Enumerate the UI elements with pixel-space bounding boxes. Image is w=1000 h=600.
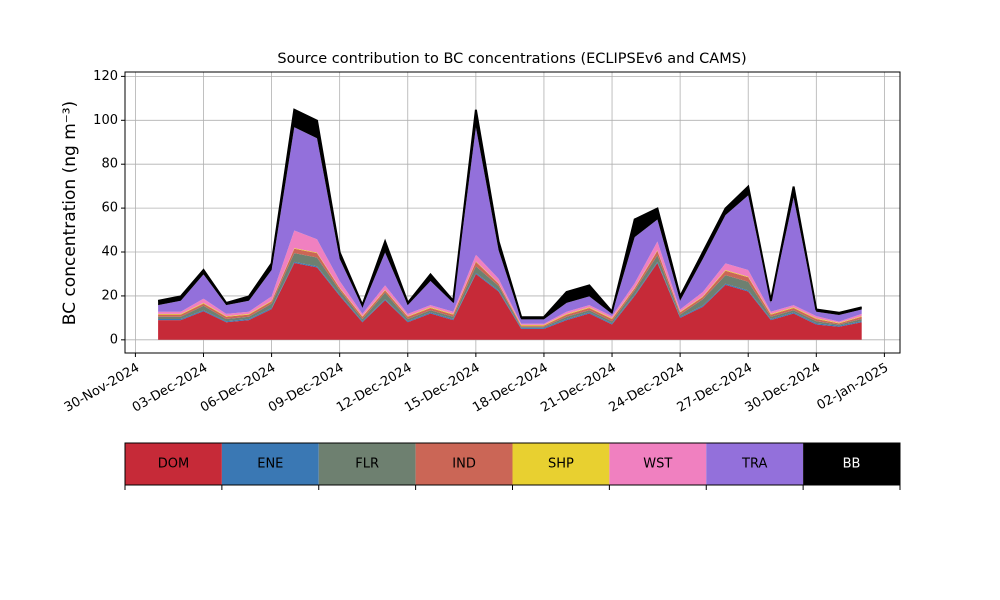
- legend-label: DOM: [158, 457, 189, 472]
- legend: DOM ENE FLR IND SHP WST TRA BB: [124, 442, 901, 490]
- y-tick-label: 80: [101, 157, 118, 172]
- y-tick-label: 60: [101, 201, 118, 216]
- legend-label: ENE: [257, 457, 283, 472]
- legend-label: BB: [843, 457, 861, 472]
- y-tick-label: 20: [101, 288, 118, 303]
- plot-frame: [124, 71, 901, 354]
- legend-swatch: [125, 443, 222, 485]
- legend-frame: [124, 442, 901, 486]
- y-tick-label: 40: [101, 245, 118, 260]
- legend-swatch: [221, 443, 319, 485]
- area: [158, 253, 862, 328]
- top-outline: [157, 108, 862, 319]
- legend-swatch: [415, 443, 513, 485]
- legend-label: WST: [643, 457, 672, 472]
- legend-swatch: [706, 443, 804, 485]
- y-tick-label: 120: [93, 69, 118, 84]
- legend-label: TRA: [741, 457, 767, 472]
- legend-swatch: [803, 443, 900, 485]
- legend-label: IND: [452, 457, 476, 472]
- chart-title: Source contribution to BC concentrations…: [277, 51, 746, 67]
- area: [158, 127, 862, 324]
- y-tick-label: 100: [93, 113, 118, 128]
- areas: [157, 108, 862, 340]
- legend-label: FLR: [355, 457, 379, 472]
- legend-swatch: [318, 443, 416, 485]
- y-axis-label: BC concentration (ng m⁻³): [60, 101, 80, 325]
- area: [158, 230, 862, 325]
- legend-swatch: [512, 443, 610, 485]
- legend-swatch: [609, 443, 707, 485]
- legend-label: SHP: [548, 457, 574, 472]
- area: [158, 263, 862, 340]
- y-tick-label: 0: [110, 332, 118, 347]
